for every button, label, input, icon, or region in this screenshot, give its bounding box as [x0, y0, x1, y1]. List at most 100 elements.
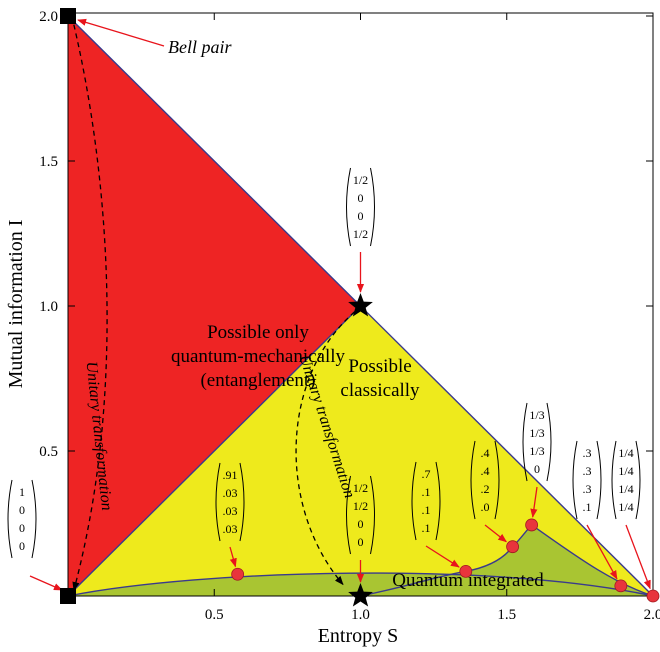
- data-point-vector: 1/3 1/3 1/3 0: [522, 402, 552, 482]
- vector-entry: 1/3: [529, 426, 544, 440]
- star-marker: [348, 583, 373, 607]
- square-marker: [60, 8, 76, 24]
- vector-labels-layer: 1 0 0 0 1/2 0 0 1/2 1/2 1/2 0 0 .91 .03 .03 .03 .7 .1 .1 .1…: [7, 167, 641, 559]
- classical-corner-vector: 1/2 0 0 1/2: [346, 167, 375, 247]
- vector-entry: 0: [19, 539, 25, 553]
- vector-entry: .3: [583, 482, 592, 496]
- y-tick-label: 2.0: [39, 9, 58, 25]
- data-point-arrow: [586, 524, 618, 580]
- data-point-marker: [614, 579, 628, 593]
- region-labels-layer: Possible only quantum-mechanically (entang…: [168, 37, 544, 591]
- y-tick-label: 1.0: [39, 299, 58, 315]
- x-tick-label: 2.0: [644, 607, 660, 623]
- classical-boundary: [67, 305, 361, 597]
- data-point-arrow: [425, 545, 460, 568]
- entanglement-label-line: Possible only: [207, 322, 309, 343]
- vector-bracket-left: [346, 475, 351, 555]
- data-point-vector: .91 .03 .03 .03: [215, 462, 245, 542]
- vector-bracket-right: [435, 461, 441, 541]
- vector-bracket-right: [596, 440, 602, 520]
- square-marker: [60, 588, 76, 604]
- data-point-marker: [525, 518, 539, 532]
- vector-entry: 1/2: [353, 481, 368, 495]
- vector-entry: 1/4: [618, 464, 633, 478]
- entanglement-region: [68, 16, 361, 596]
- data-point-vector: .7 .1 .1 .1: [411, 461, 441, 541]
- data-point-arrow: [229, 546, 237, 568]
- vector-entry: 0: [19, 503, 25, 517]
- x-tick-label: 1.0: [351, 607, 370, 623]
- vector-entry: .03: [223, 522, 238, 536]
- data-point-marker: [506, 540, 519, 554]
- data-point-vector: .3 .3 .3 .1: [572, 440, 602, 520]
- vector-bracket-left: [611, 440, 617, 520]
- vector-entry: .03: [223, 486, 238, 500]
- vector-entry: 1/2: [353, 173, 368, 187]
- vector-entry: .0: [481, 500, 490, 514]
- vector-bracket-left: [572, 440, 578, 520]
- vector-entry: 1/3: [529, 444, 544, 458]
- annotation-arrows-layer: [29, 18, 651, 591]
- y-tick-label: 1.5: [39, 154, 58, 170]
- quantum-integrated-lobe: [360, 524, 653, 596]
- vector-entry: .2: [481, 482, 490, 496]
- vector-bracket-right: [494, 440, 500, 520]
- vector-entry: .3: [583, 446, 592, 460]
- vector-entry: 1/4: [618, 482, 633, 496]
- vector-entry: 0: [358, 517, 364, 531]
- classical-region: [68, 306, 653, 596]
- data-point-arrow: [625, 524, 651, 590]
- x-axis-title: Entropy S: [318, 625, 399, 647]
- data-point-marker: [231, 567, 245, 581]
- vector-bracket-right: [635, 440, 641, 520]
- vector-entry: 1/3: [529, 408, 544, 422]
- vector-entry: 1/4: [618, 446, 633, 460]
- entanglement-label-line: quantum-mechanically: [171, 346, 346, 367]
- vector-entry: .4: [481, 464, 490, 478]
- bell-pair-label: Bell pair: [168, 37, 232, 57]
- vector-entry: .91: [223, 468, 238, 482]
- vector-entry: 1: [19, 485, 25, 499]
- vector-entry: .1: [422, 503, 431, 517]
- x-tick-label: 1.5: [497, 607, 516, 623]
- vector-entry: .03: [223, 504, 238, 518]
- unitary-path-middle: [295, 311, 356, 586]
- vector-entry: 1/2: [353, 227, 368, 241]
- classical-label-line: Possible: [348, 356, 411, 377]
- vector-bracket-left: [470, 440, 476, 520]
- classical-label-line: classically: [340, 380, 420, 401]
- quantum-integrated-label: Quantum integrated: [392, 570, 544, 591]
- data-point-marker: [646, 589, 660, 603]
- y-axis-title: Mutual information I: [5, 220, 27, 389]
- vector-entry: .1: [583, 500, 592, 514]
- ticks-layer: 0.5 1.0 1.5 2.0 0.5 1.0 1.5 2.0: [39, 9, 660, 623]
- vector-entry: 0: [534, 462, 540, 476]
- x-tick-label: 0.5: [205, 607, 224, 623]
- vector-bracket-right: [239, 462, 245, 542]
- vector-bracket-left: [411, 461, 417, 541]
- vector-bracket-right: [370, 167, 375, 247]
- vector-entry: 0: [358, 209, 364, 223]
- data-point-vector: 1/4 1/4 1/4 1/4: [611, 440, 641, 520]
- data-point-arrow: [484, 524, 508, 543]
- origin-arrow: [29, 575, 63, 591]
- vector-entry: .1: [422, 521, 431, 535]
- bottom-star-vector: 1/2 1/2 0 0: [346, 475, 375, 555]
- entanglement-label-line: (entanglement): [200, 370, 315, 391]
- data-point-vector: .4 .4 .2 .0: [470, 440, 500, 520]
- vector-entry: .3: [583, 464, 592, 478]
- vector-bracket-right: [546, 402, 552, 482]
- vector-entry: 1/2: [353, 499, 368, 513]
- data-point-arrow: [530, 486, 538, 518]
- data-point-marker: [459, 564, 473, 578]
- bell-pair-arrow: [77, 18, 165, 47]
- star-marker: [348, 293, 373, 317]
- vector-bracket-left: [522, 402, 528, 482]
- vector-entry: 0: [19, 521, 25, 535]
- vector-bracket-right: [370, 475, 375, 555]
- vector-bracket-right: [31, 479, 37, 559]
- data-points-layer: [60, 8, 660, 607]
- vector-entry: .1: [422, 485, 431, 499]
- vector-entry: 1/4: [618, 500, 633, 514]
